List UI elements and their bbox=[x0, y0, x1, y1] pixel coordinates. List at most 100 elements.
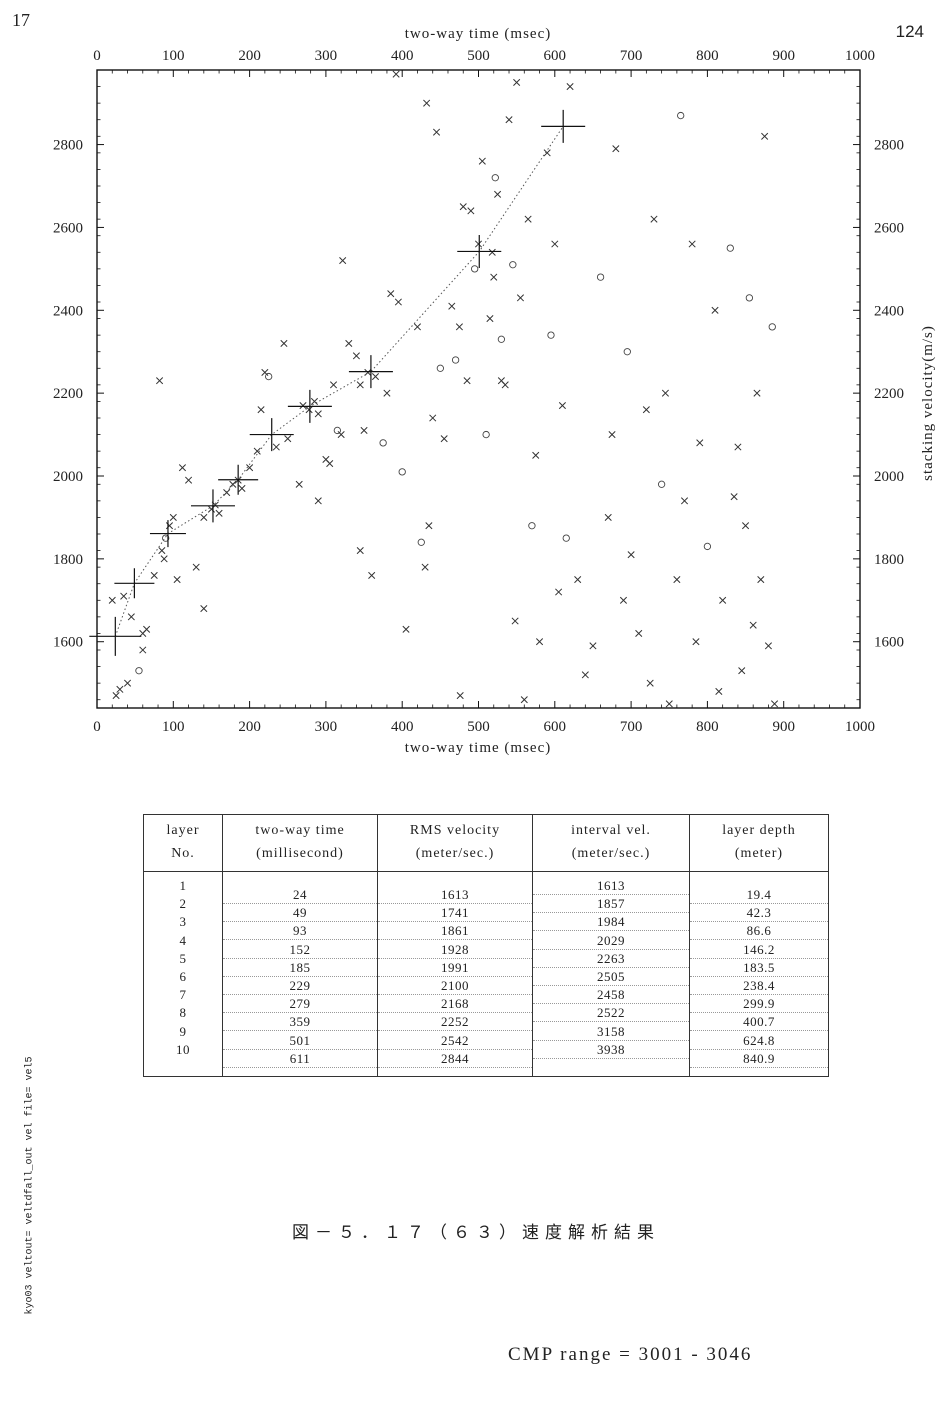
table-cell: 2168 bbox=[378, 996, 532, 1014]
scatter-point-circle bbox=[417, 538, 425, 546]
scatter-point-cross bbox=[394, 298, 402, 306]
scatter-point-cross bbox=[165, 522, 174, 530]
scatter-point-cross bbox=[305, 406, 313, 414]
table-cell: 2844 bbox=[378, 1051, 532, 1068]
scatter-point-cross bbox=[558, 402, 566, 410]
scatter-point-cross bbox=[608, 431, 616, 439]
scatter-point-cross bbox=[139, 646, 147, 654]
scatter-point-cross bbox=[116, 685, 124, 693]
scatter-point-cross bbox=[612, 145, 620, 153]
scatter-point-cross bbox=[738, 667, 746, 675]
scatter-point-cross bbox=[246, 464, 254, 472]
x-tick-label-top: 400 bbox=[391, 48, 414, 64]
velocity-pick-marker bbox=[348, 355, 393, 389]
scatter-point-circle bbox=[703, 542, 712, 551]
scatter-point-cross bbox=[223, 489, 231, 497]
y-tick-label-left: 1800 bbox=[53, 552, 83, 568]
scatter-point-cross bbox=[402, 625, 410, 633]
table-cell: 8 bbox=[179, 1005, 187, 1021]
scatter-point-cross bbox=[139, 629, 147, 637]
scatter-point-circle bbox=[491, 174, 499, 182]
x-tick-label-bottom: 600 bbox=[544, 719, 567, 735]
x-tick-label-top: 900 bbox=[772, 48, 795, 64]
scatter-point-cross bbox=[535, 638, 544, 646]
scatter-point-circle bbox=[436, 364, 444, 372]
scatter-point-circle bbox=[265, 372, 273, 381]
table-cell: 624.8 bbox=[690, 1033, 828, 1050]
scatter-point-cross bbox=[156, 377, 164, 385]
table-cell: 185 bbox=[223, 960, 377, 977]
scatter-point-cross bbox=[555, 588, 563, 596]
scatter-point-circle bbox=[745, 294, 754, 302]
scatter-point-cross bbox=[356, 547, 364, 555]
table-cell: 1613 bbox=[533, 878, 689, 895]
scatter-point-cross bbox=[753, 389, 761, 397]
scatter-point-cross bbox=[692, 638, 700, 646]
scatter-point-cross bbox=[627, 551, 635, 559]
scatter-point-cross bbox=[310, 397, 319, 405]
table-cell: 146.2 bbox=[690, 942, 828, 959]
x-tick-label-top: 1000 bbox=[845, 48, 875, 64]
scatter-point-cross bbox=[127, 613, 135, 621]
scatter-point-cross bbox=[160, 555, 168, 563]
scatter-point-cross bbox=[120, 592, 128, 600]
table-cell: 4 bbox=[179, 932, 187, 948]
table-cell: 6 bbox=[179, 969, 187, 984]
table-cell: 229 bbox=[223, 978, 377, 995]
velocity-pick-marker bbox=[218, 464, 259, 495]
table-cell: 840.9 bbox=[690, 1051, 828, 1068]
scatter-point-cross bbox=[497, 377, 505, 385]
scatter-point-cross bbox=[673, 576, 681, 584]
scatter-point-cross bbox=[513, 78, 521, 86]
y-tick-label-right: 1800 bbox=[874, 552, 904, 568]
scatter-point-circle bbox=[471, 265, 479, 273]
scatter-point-cross bbox=[440, 435, 448, 443]
table-cell: 1857 bbox=[533, 896, 689, 914]
scatter-point-cross bbox=[459, 203, 467, 211]
table-cell: 1 bbox=[179, 878, 187, 893]
scatter-point-circle bbox=[528, 522, 536, 530]
y-tick-label-left: 2400 bbox=[53, 303, 83, 319]
velocity-table: layer No. two-way time (millisecond) RMS v… bbox=[143, 814, 829, 1077]
table-cell: 1861 bbox=[378, 923, 532, 941]
scatter-point-cross bbox=[532, 451, 540, 459]
table-cell: 2252 bbox=[378, 1014, 532, 1032]
scatter-point-cross bbox=[421, 563, 429, 571]
y-tick-label-right: 2200 bbox=[874, 386, 904, 402]
x-tick-label-bottom: 800 bbox=[696, 719, 719, 735]
x-tick-label-top: 200 bbox=[238, 48, 261, 64]
pick-trend-line bbox=[114, 126, 564, 637]
scatter-point-cross bbox=[257, 406, 265, 414]
scatter-point-cross bbox=[326, 460, 334, 468]
y-tick-label-left: 2800 bbox=[53, 138, 83, 154]
table-cell: 2029 bbox=[533, 933, 689, 950]
table-cell: 279 bbox=[223, 996, 377, 1014]
y-tick-label-right: 2800 bbox=[874, 138, 904, 154]
header-interval-vel: interval vel. (meter/sec.) bbox=[532, 814, 690, 872]
table-cell: 19.4 bbox=[690, 887, 828, 904]
velocity-pick-marker bbox=[114, 568, 155, 599]
scatter-point-cross bbox=[329, 381, 338, 389]
scatter-point-cross bbox=[371, 373, 380, 381]
scatter-point-cross bbox=[635, 629, 643, 637]
scatter-point-cross bbox=[524, 215, 532, 223]
table-cell: 3158 bbox=[533, 1024, 689, 1041]
x-axis-title-top: two-way time (msec) bbox=[405, 26, 551, 42]
scatter-point-cross bbox=[619, 596, 628, 604]
scatter-point-circle bbox=[596, 273, 605, 281]
scatter-points bbox=[108, 70, 779, 708]
header-two-way-time: two-way time (millisecond) bbox=[222, 814, 378, 872]
velocity-pick-marker bbox=[89, 616, 142, 656]
scatter-point-cross bbox=[741, 522, 750, 530]
scatter-point-cross bbox=[299, 402, 307, 410]
scatter-point-cross bbox=[494, 190, 502, 198]
table-cell: 2522 bbox=[533, 1005, 689, 1023]
scatter-point-cross bbox=[112, 692, 120, 700]
scatter-point-cross bbox=[463, 377, 471, 385]
x-tick-label-bottom: 300 bbox=[315, 719, 338, 735]
table-cell: 2458 bbox=[533, 987, 689, 1005]
page-number-left: 17 bbox=[12, 10, 30, 30]
velocity-pick-marker bbox=[457, 234, 502, 268]
scatter-point-cross bbox=[551, 240, 559, 248]
y-tick-label-right: 2400 bbox=[874, 303, 904, 319]
